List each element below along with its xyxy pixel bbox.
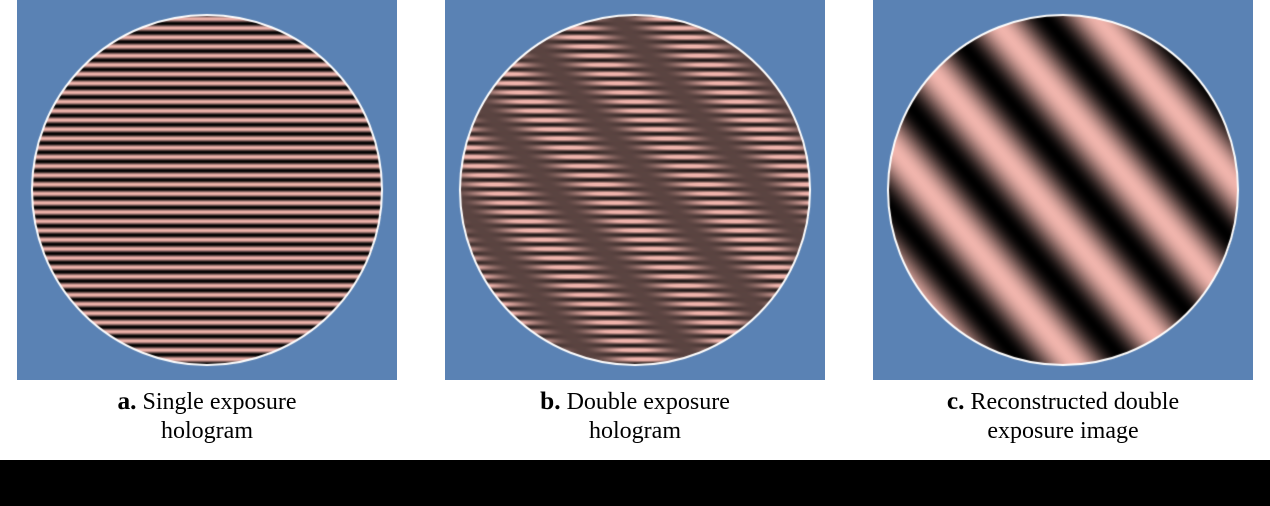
caption-b-line1: Double exposure (567, 389, 730, 415)
caption-a-line1: Single exposure (143, 389, 297, 415)
caption-a-letter: a. (118, 387, 137, 415)
caption-c-line2: exposure image (987, 418, 1138, 444)
caption-c-letter: c. (947, 387, 965, 415)
panel-c: c. Reconstructed double exposure image (873, 0, 1253, 446)
caption-a: a. Single exposure hologram (118, 386, 297, 446)
hologram-a (17, 0, 397, 380)
figure-row: a. Single exposure hologram b. Double ex… (0, 0, 1270, 460)
caption-b-line2: hologram (589, 418, 681, 444)
panel-b: b. Double exposure hologram (445, 0, 825, 446)
hologram-c (873, 0, 1253, 380)
caption-a-line2: hologram (161, 418, 253, 444)
panel-a: a. Single exposure hologram (17, 0, 397, 446)
hologram-b (445, 0, 825, 380)
caption-b-letter: b. (540, 387, 560, 415)
caption-c-line1: Reconstructed double (970, 389, 1179, 415)
caption-b: b. Double exposure hologram (540, 386, 730, 446)
caption-c: c. Reconstructed double exposure image (947, 386, 1179, 446)
